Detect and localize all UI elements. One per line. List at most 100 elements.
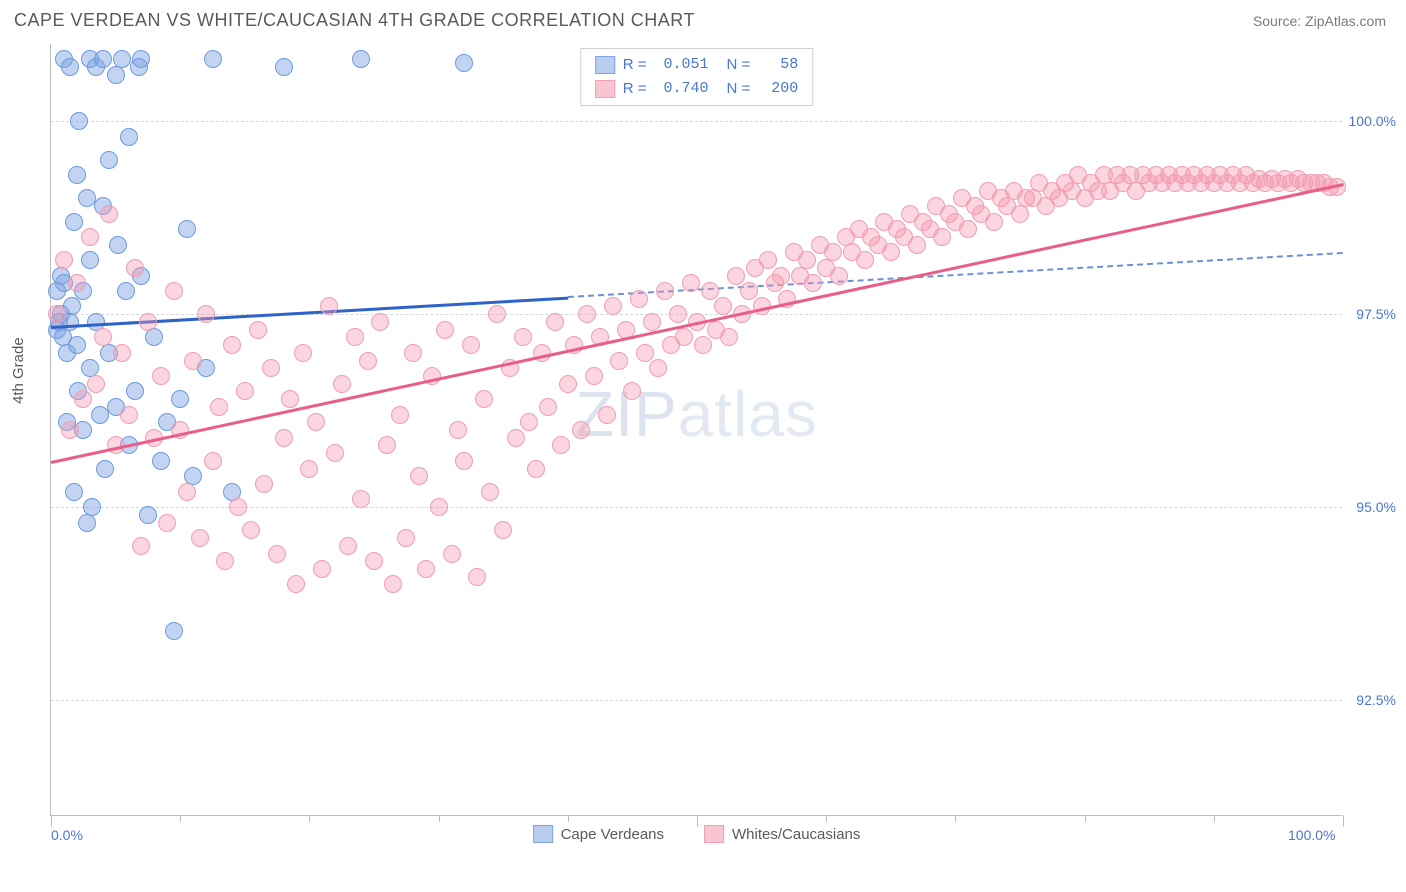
data-point	[669, 305, 687, 323]
data-point	[109, 236, 127, 254]
data-point	[410, 467, 428, 485]
y-tick-label: 97.5%	[1346, 306, 1396, 322]
data-point	[83, 498, 101, 516]
data-point	[462, 336, 480, 354]
data-point	[908, 236, 926, 254]
data-point	[300, 460, 318, 478]
data-point	[339, 537, 357, 555]
data-point	[210, 398, 228, 416]
legend-item: Cape Verdeans	[533, 825, 664, 843]
data-point	[455, 54, 473, 72]
correlation-legend: R =0.051N =58R =0.740N =200	[580, 48, 814, 106]
data-point	[100, 151, 118, 169]
legend-r-label: R =	[623, 77, 647, 101]
data-point	[798, 251, 816, 269]
data-point	[87, 375, 105, 393]
data-point	[352, 490, 370, 508]
data-point	[242, 521, 260, 539]
data-point	[326, 444, 344, 462]
data-point	[694, 336, 712, 354]
x-tick	[1214, 815, 1215, 822]
data-point	[527, 460, 545, 478]
legend-swatch	[704, 825, 724, 843]
data-point	[184, 352, 202, 370]
trendline	[51, 183, 1344, 463]
data-point	[494, 521, 512, 539]
data-point	[882, 243, 900, 261]
gridline	[51, 700, 1342, 701]
data-point	[287, 575, 305, 593]
data-point	[507, 429, 525, 447]
data-point	[313, 560, 331, 578]
data-point	[443, 545, 461, 563]
data-point	[70, 112, 88, 130]
data-point	[359, 352, 377, 370]
data-point	[656, 282, 674, 300]
data-point	[514, 328, 532, 346]
data-point	[48, 305, 66, 323]
data-point	[68, 274, 86, 292]
data-point	[178, 220, 196, 238]
data-point	[132, 537, 150, 555]
data-point	[158, 514, 176, 532]
chart-header: CAPE VERDEAN VS WHITE/CAUCASIAN 4TH GRAD…	[0, 0, 1406, 31]
data-point	[585, 367, 603, 385]
data-point	[481, 483, 499, 501]
legend-r-value: 0.740	[655, 77, 709, 101]
data-point	[307, 413, 325, 431]
data-point	[475, 390, 493, 408]
data-point	[552, 436, 570, 454]
data-point	[178, 483, 196, 501]
x-tick	[826, 815, 827, 822]
data-point	[68, 336, 86, 354]
data-point	[397, 529, 415, 547]
data-point	[229, 498, 247, 516]
data-point	[320, 297, 338, 315]
data-point	[365, 552, 383, 570]
data-point	[714, 297, 732, 315]
data-point	[630, 290, 648, 308]
legend-swatch	[533, 825, 553, 843]
data-point	[268, 545, 286, 563]
data-point	[539, 398, 557, 416]
data-point	[468, 568, 486, 586]
legend-r-value: 0.051	[655, 53, 709, 77]
legend-r-label: R =	[623, 53, 647, 77]
data-point	[740, 282, 758, 300]
y-axis-label: 4th Grade	[10, 337, 27, 404]
data-point	[126, 259, 144, 277]
data-point	[94, 50, 112, 68]
data-point	[352, 50, 370, 68]
legend-row: R =0.051N =58	[595, 53, 799, 77]
data-point	[61, 58, 79, 76]
data-point	[727, 267, 745, 285]
data-point	[598, 406, 616, 424]
data-point	[78, 514, 96, 532]
data-point	[74, 390, 92, 408]
data-point	[107, 66, 125, 84]
data-point	[856, 251, 874, 269]
legend-label: Cape Verdeans	[561, 826, 664, 843]
data-point	[255, 475, 273, 493]
data-point	[378, 436, 396, 454]
legend-n-value: 58	[758, 53, 798, 77]
data-point	[113, 344, 131, 362]
data-point	[391, 406, 409, 424]
data-point	[384, 575, 402, 593]
data-point	[96, 460, 114, 478]
data-point	[417, 560, 435, 578]
x-tick	[309, 815, 310, 822]
series-legend: Cape VerdeansWhites/Caucasians	[533, 825, 861, 843]
data-point	[126, 382, 144, 400]
data-point	[139, 313, 157, 331]
data-point	[294, 344, 312, 362]
data-point	[223, 336, 241, 354]
data-point	[759, 251, 777, 269]
x-range-label: 0.0%	[51, 827, 83, 843]
data-point	[682, 274, 700, 292]
data-point	[701, 282, 719, 300]
data-point	[643, 313, 661, 331]
data-point	[94, 328, 112, 346]
data-point	[578, 305, 596, 323]
legend-row: R =0.740N =200	[595, 77, 799, 101]
